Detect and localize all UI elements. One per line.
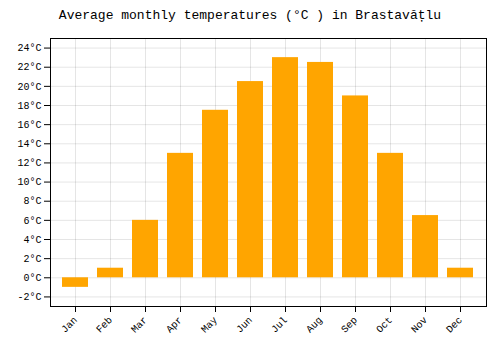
svg-text:10°C: 10°C	[17, 177, 41, 188]
svg-text:6°C: 6°C	[23, 216, 41, 227]
svg-text:Jun: Jun	[234, 315, 255, 336]
svg-text:Feb: Feb	[94, 315, 115, 336]
svg-text:24°C: 24°C	[17, 43, 41, 54]
svg-text:Nov: Nov	[409, 315, 430, 336]
svg-text:8°C: 8°C	[23, 196, 41, 207]
svg-text:4°C: 4°C	[23, 235, 41, 246]
svg-text:Oct: Oct	[374, 315, 395, 336]
svg-text:Sep: Sep	[339, 315, 360, 336]
svg-text:18°C: 18°C	[17, 101, 41, 112]
svg-text:0°C: 0°C	[23, 273, 41, 284]
svg-text:12°C: 12°C	[17, 158, 41, 169]
svg-text:Aug: Aug	[304, 315, 325, 336]
svg-text:May: May	[199, 315, 220, 336]
svg-text:14°C: 14°C	[17, 139, 41, 150]
svg-text:Dec: Dec	[444, 315, 465, 336]
svg-text:Jul: Jul	[269, 315, 290, 336]
svg-text:20°C: 20°C	[17, 82, 41, 93]
svg-text:Apr: Apr	[164, 315, 185, 336]
svg-text:Mar: Mar	[129, 315, 150, 336]
html-text:Average monthly temperatures (: Average monthly temperatures (°C ) in Br…	[58, 8, 442, 23]
svg-text:2°C: 2°C	[23, 254, 41, 265]
svg-text:22°C: 22°C	[17, 62, 41, 73]
svg-text:16°C: 16°C	[17, 120, 41, 131]
svg-text:Jan: Jan	[59, 315, 80, 336]
svg-text:-2°C: -2°C	[17, 292, 41, 303]
